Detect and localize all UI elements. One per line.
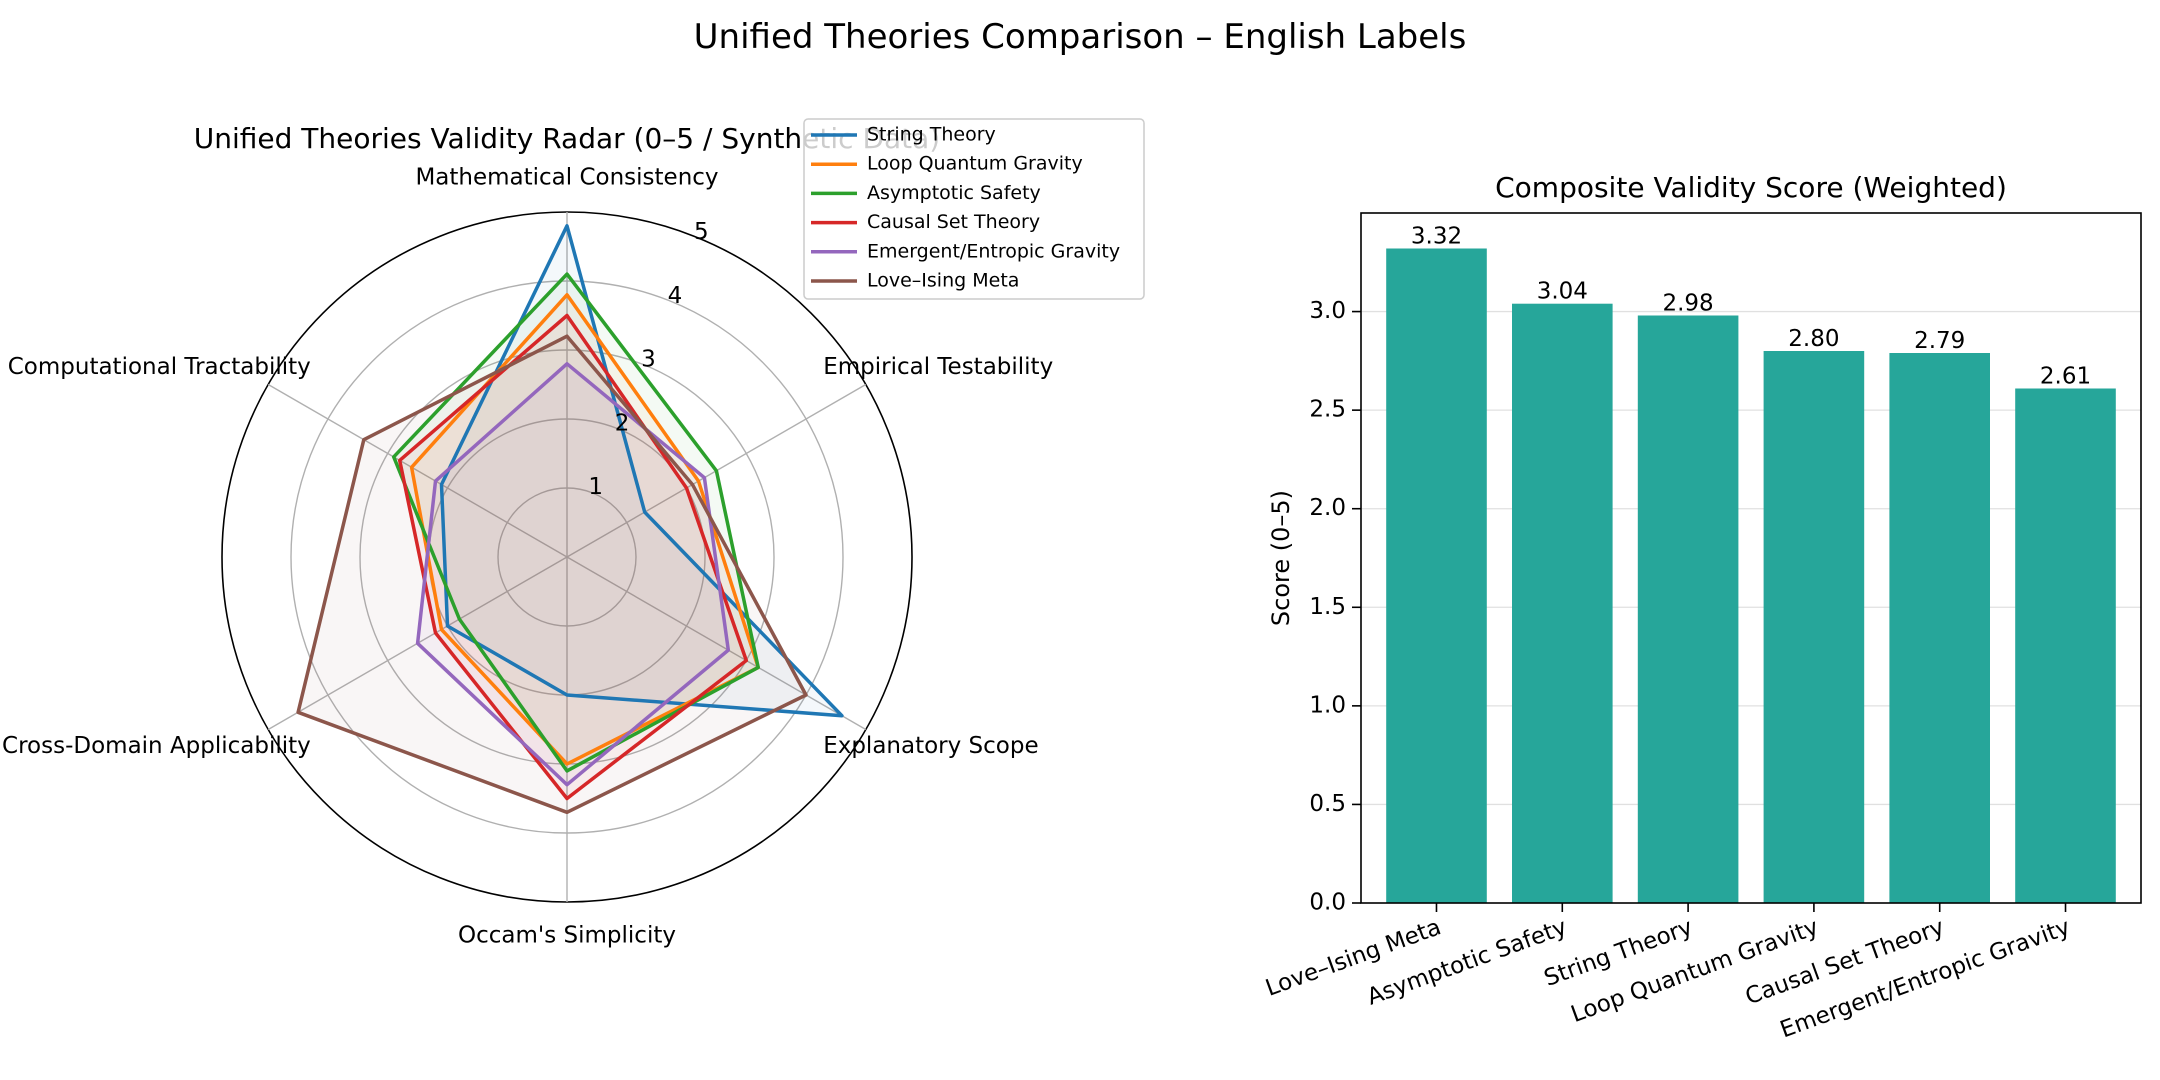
figure-suptitle: Unified Theories Comparison – English La… <box>694 17 1467 57</box>
radar-fill-loop-quantum-gravity <box>411 294 759 764</box>
bar-value-label-love-ising-meta: 3.32 <box>1411 224 1462 250</box>
radar-axis-label-empirical-testability: Empirical Testability <box>823 354 1053 380</box>
radar-line-loop-quantum-gravity <box>409 293 760 766</box>
bar-emergent-entropic-gravity <box>2015 388 2116 903</box>
radar-axis-label-cross-domain-applicability: Cross-Domain Applicability <box>2 733 311 759</box>
radar-axis-labels: Mathematical Consistency Empirical Testab… <box>2 165 1053 949</box>
radar-line-love-ising-meta <box>296 334 808 815</box>
radar-axis-label-explanatory-scope: Explanatory Scope <box>823 733 1038 759</box>
bar-axes-frame <box>1360 212 2142 904</box>
radar-axis-label-mathematical-consistency: Mathematical Consistency <box>415 165 718 191</box>
bar-value-label-causal-set-theory: 2.79 <box>1914 328 1965 354</box>
bar-asymptotic-safety <box>1512 303 1613 903</box>
radar-line-causal-set-theory <box>397 313 749 801</box>
bar-string-theory <box>1637 315 1739 903</box>
radar-spoke-3 <box>566 556 867 731</box>
bar-loop-quantum-gravity <box>1763 351 1865 903</box>
bar-value-label-loop-quantum-gravity: 2.80 <box>1788 326 1839 352</box>
radar-chart: Unified Theories Validity Radar (0–5 / S… <box>2 118 1145 949</box>
radar-radial-label-1: 1 <box>588 474 603 500</box>
radar-radial-label-5: 5 <box>694 219 709 245</box>
legend-label-string-theory: String Theory <box>867 124 996 146</box>
bar-y-tick-label-0-5: 0.5 <box>1309 791 1346 817</box>
radar-radial-label-2: 2 <box>615 411 630 437</box>
radar-axis-label-occam-s-simplicity: Occam's Simplicity <box>458 923 676 949</box>
radar-radial-label-4: 4 <box>668 283 683 309</box>
radar-line-string-theory <box>439 224 844 718</box>
bar-love-ising-meta <box>1386 248 1487 903</box>
bar-y-tick-label-1-5: 1.5 <box>1309 594 1346 620</box>
radar-line-emergent-entropic-gravity <box>415 362 731 787</box>
legend-label-causal-set-theory: Causal Set Theory <box>867 211 1040 233</box>
legend-frame <box>803 118 1145 300</box>
radar-radial-labels: 1 2 3 4 5 <box>588 219 708 500</box>
bar-chart: Composite Validity Score (Weighted) 3.32… <box>1262 171 2142 1043</box>
bar-y-tick-label-0-0: 0.0 <box>1309 890 1346 916</box>
radar-series-group <box>296 224 844 815</box>
bar-y-axis-label: Score (0–5) <box>1267 490 1295 626</box>
legend-label-loop-quantum-gravity: Loop Quantum Gravity <box>867 153 1083 175</box>
bar-causal-set-theory <box>1889 353 1990 903</box>
bar-y-tick-label-3-0: 3.0 <box>1309 298 1346 324</box>
bar-y-tick-label-2-0: 2.0 <box>1309 495 1346 521</box>
bar-value-label-asymptotic-safety: 3.04 <box>1537 279 1588 305</box>
bar-value-labels: 3.32 3.04 2.98 2.80 2.79 2.61 <box>1411 224 2091 390</box>
radar-radial-label-3: 3 <box>641 347 656 373</box>
radar-spoke-6 <box>267 383 568 558</box>
bar-bars <box>1386 248 2116 903</box>
bar-y-tick-label-1-0: 1.0 <box>1309 692 1346 718</box>
legend-label-emergent-entropic-gravity: Emergent/Entropic Gravity <box>867 240 1120 262</box>
bar-y-ticks: 0.0 0.5 1.0 1.5 2.0 2.5 3.0 <box>1309 298 1361 916</box>
radar-legend: String Theory Loop Quantum Gravity Asympto… <box>803 118 1145 300</box>
radar-axis-label-computational-tractability: Computational Tractability <box>8 354 311 380</box>
radar-fill-emergent-entropic-gravity <box>417 363 729 785</box>
bar-value-label-string-theory: 2.98 <box>1662 291 1713 317</box>
bar-y-tick-label-2-5: 2.5 <box>1309 397 1346 423</box>
legend-label-asymptotic-safety: Asymptotic Safety <box>867 182 1041 204</box>
legend-label-love-ising-meta: Love–Ising Meta <box>867 270 1019 292</box>
bar-title: Composite Validity Score (Weighted) <box>1495 171 2007 204</box>
bar-value-label-emergent-entropic-gravity: 2.61 <box>2040 364 2091 390</box>
radar-line-asymptotic-safety <box>391 272 760 773</box>
